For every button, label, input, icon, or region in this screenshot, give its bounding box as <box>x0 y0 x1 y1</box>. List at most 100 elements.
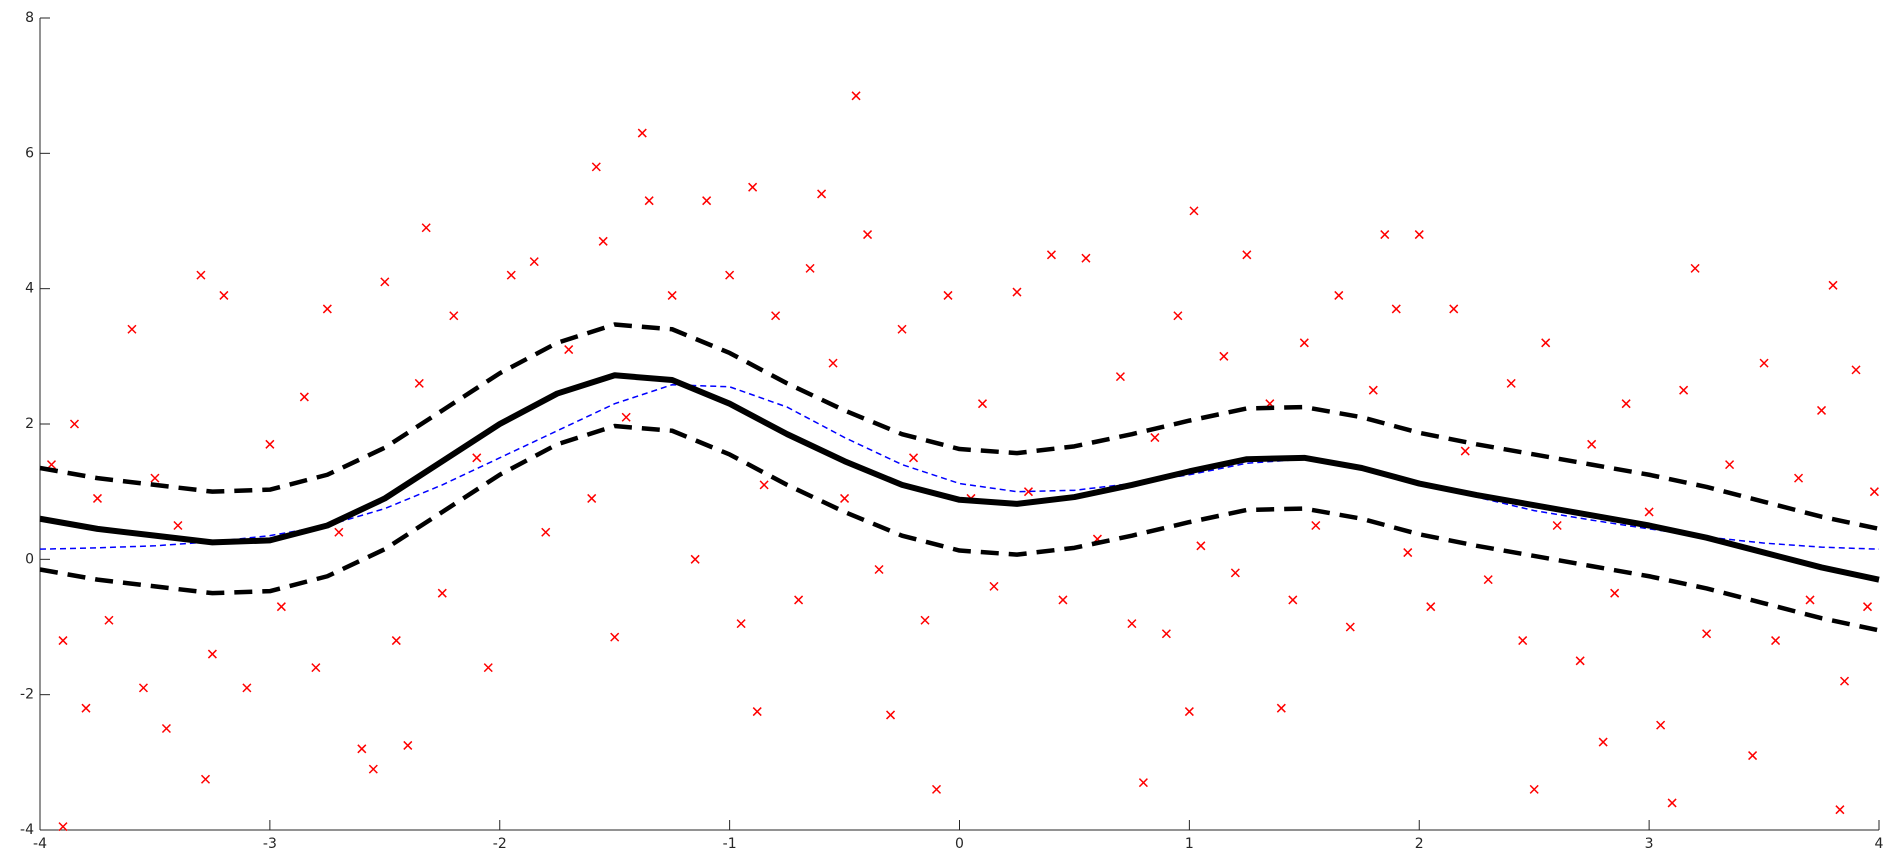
scatter-point <box>1426 602 1436 612</box>
scatter-point <box>874 564 884 575</box>
scatter-point <box>759 480 769 490</box>
scatter-point <box>506 270 516 280</box>
scatter-point <box>1587 439 1597 449</box>
scatter-point <box>92 493 102 503</box>
x-tick-label: 2 <box>1415 836 1424 852</box>
scatter-point <box>621 412 631 422</box>
scatter-point <box>1483 575 1493 585</box>
scatter-point <box>1748 751 1758 761</box>
scatter-point <box>1161 629 1171 639</box>
scatter-point <box>1046 250 1056 260</box>
scatter-point <box>1725 460 1735 470</box>
x-tick-label: 1 <box>1185 836 1194 852</box>
scatter-point <box>421 223 431 233</box>
scatter-point <box>1189 206 1199 216</box>
scatter-point <box>1529 784 1539 794</box>
scatter-point <box>736 619 746 629</box>
scatter-point <box>977 399 988 409</box>
scatter-point <box>138 683 148 693</box>
scatter-point <box>1150 433 1160 443</box>
y-tick-label: -2 <box>20 687 34 703</box>
scatter-point <box>598 236 608 246</box>
y-tick-label: 2 <box>25 416 34 432</box>
scatter-point <box>637 128 647 138</box>
scatter-point <box>334 527 344 537</box>
scatter-point <box>449 311 459 321</box>
y-tick-label: 0 <box>25 551 34 567</box>
scatter-point <box>1518 636 1528 646</box>
scatter-point <box>1828 280 1838 290</box>
scatter-point <box>1242 250 1252 260</box>
scatter-point <box>752 707 762 717</box>
scatter-point <box>1081 253 1091 263</box>
scatter-point <box>1449 304 1459 314</box>
scatter-point <box>644 196 654 206</box>
scatter-point <box>1276 703 1286 713</box>
scatter-point <box>1380 230 1390 240</box>
scatter-point <box>1288 595 1298 605</box>
scatter-point <box>1835 805 1845 815</box>
line-series <box>39 423 1880 633</box>
scatter-point <box>897 324 907 334</box>
scatter-point <box>1345 622 1355 632</box>
scatter-point <box>771 311 781 321</box>
scatter-point <box>748 182 758 192</box>
scatter-point <box>1702 629 1712 639</box>
scatter-point <box>58 822 68 832</box>
scatter-point <box>1368 385 1378 395</box>
scatter-point <box>242 683 252 693</box>
scatter-point <box>58 636 68 646</box>
scatter-point <box>380 277 390 287</box>
scatter-point <box>667 290 677 300</box>
line-series <box>39 372 1880 583</box>
scatter-point <box>368 764 378 774</box>
scatter-point <box>1023 487 1033 497</box>
scatter-point <box>196 270 206 280</box>
scatter-point <box>564 345 574 355</box>
scatter-point <box>943 290 953 300</box>
scatter-point <box>299 392 309 402</box>
scatter-point <box>1552 520 1562 531</box>
x-tick-label: 3 <box>1645 836 1654 852</box>
scatter-point <box>403 740 413 750</box>
scatter-point <box>1690 263 1700 273</box>
scatter-point <box>1334 290 1344 300</box>
scatter-point <box>437 588 447 598</box>
scatter-point <box>127 324 137 334</box>
scatter-point <box>1391 304 1401 314</box>
scatter-point <box>1679 385 1689 395</box>
x-tick-label: 4 <box>1875 836 1884 852</box>
scatter-point <box>1816 405 1827 415</box>
scatter-point <box>69 419 80 429</box>
scatter-point <box>587 493 597 503</box>
scatter-point <box>1771 636 1781 646</box>
scatter-point <box>931 784 942 794</box>
scatter-point <box>1610 588 1620 598</box>
line-series <box>39 384 1880 550</box>
y-tick-label: 6 <box>25 145 34 161</box>
scatter-point <box>702 196 712 206</box>
scatter-point <box>920 615 930 625</box>
scatter-point <box>1644 507 1654 517</box>
x-tick-label: -2 <box>493 836 507 852</box>
scatter-point <box>840 493 850 503</box>
x-tick-label: 0 <box>955 836 964 852</box>
scatter-point <box>483 663 493 673</box>
scatter-point <box>161 723 171 734</box>
scatter-point <box>828 358 838 368</box>
scatter-point <box>1575 656 1585 666</box>
scatter-point <box>1012 287 1022 297</box>
scatter-point <box>322 304 332 314</box>
x-tick-label: -3 <box>263 836 277 852</box>
scatter-point <box>851 91 861 101</box>
scatter-point <box>1173 311 1183 321</box>
scatter-point <box>472 453 482 463</box>
y-tick-label: -4 <box>20 822 34 838</box>
scatter-point <box>886 710 896 720</box>
scatter-point <box>1839 676 1850 686</box>
scatter-point <box>610 632 620 642</box>
scatter-point <box>1219 351 1229 361</box>
scatter-point <box>1460 446 1470 456</box>
